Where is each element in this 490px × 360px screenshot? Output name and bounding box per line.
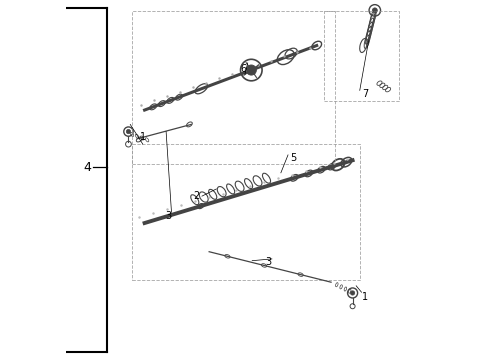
Text: 6: 6 bbox=[240, 64, 246, 74]
Text: 4: 4 bbox=[83, 161, 91, 174]
Text: 7: 7 bbox=[362, 89, 368, 99]
Circle shape bbox=[246, 65, 256, 75]
Text: 3: 3 bbox=[265, 257, 271, 267]
Text: 5: 5 bbox=[290, 153, 296, 163]
Circle shape bbox=[126, 130, 131, 134]
Circle shape bbox=[350, 291, 355, 295]
Text: 1: 1 bbox=[362, 292, 368, 302]
Text: 1: 1 bbox=[140, 132, 146, 142]
Text: 3: 3 bbox=[165, 211, 171, 221]
Text: 2: 2 bbox=[194, 191, 200, 201]
Circle shape bbox=[372, 8, 377, 13]
